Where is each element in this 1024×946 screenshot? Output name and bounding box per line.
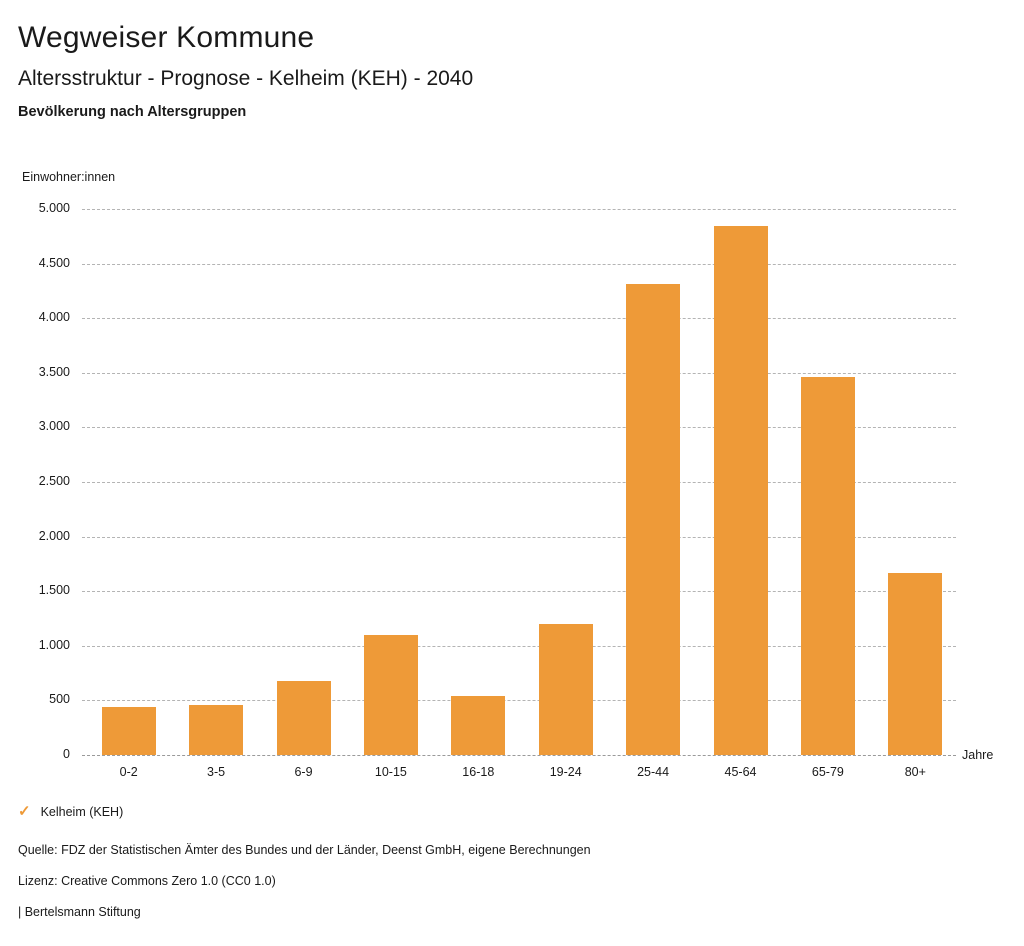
y-axis-tick-label: 1.000 [38, 637, 70, 652]
y-axis-tick-label: 0 [63, 747, 70, 761]
y-axis-tick-label: 5.000 [38, 201, 70, 215]
legend[interactable]: ✓ Kelheim (KEH) [18, 804, 123, 819]
chart-container: Einwohner:innen 0 500 1.000 1.500 2.000 2.500… [0, 165, 1024, 790]
x-axis-tick-label: 45-64 [724, 765, 757, 779]
publisher-text: | Bertelsmann Stiftung [18, 905, 141, 919]
y-axis-tick-label: 1.500 [38, 583, 70, 598]
plot-area [82, 209, 956, 756]
y-axis-tick-label: 500 [49, 692, 70, 707]
gridline [82, 700, 956, 702]
y-axis-tick-label: 3.500 [38, 364, 70, 379]
bar[interactable] [538, 623, 593, 755]
bar[interactable] [101, 706, 156, 755]
bar[interactable] [189, 704, 244, 755]
gridline [82, 263, 956, 265]
check-icon: ✓ [18, 803, 31, 820]
y-axis-tick-label: 4.500 [38, 255, 70, 270]
gridline [82, 591, 956, 593]
x-axis-tick-label: 19-24 [549, 765, 582, 779]
x-axis-title: Jahre [962, 748, 994, 762]
bar[interactable] [713, 226, 768, 755]
x-axis-tick-label: 16-18 [462, 765, 495, 779]
gridline [82, 318, 956, 320]
gridline [82, 372, 956, 374]
x-axis-tick-label: 65-79 [811, 765, 844, 779]
x-axis-tick-labels: 0-2 3-5 6-9 10-15 16-18 19-24 25-44 45-64 65-79 8… [82, 765, 956, 789]
y-axis-tick-label: 2.500 [38, 474, 70, 488]
bar[interactable] [800, 377, 855, 755]
gridline [82, 482, 956, 483]
y-axis-tick-label: 2.000 [38, 528, 70, 543]
gridline [82, 427, 956, 429]
gridline [82, 755, 956, 756]
bar[interactable] [451, 696, 506, 755]
x-axis-tick-label: 80+ [904, 765, 926, 779]
y-axis-tick-label: 3.000 [38, 419, 70, 434]
chart-header: Wegweiser Kommune Altersstruktur - Progn… [18, 0, 473, 122]
x-axis-tick-label: 3-5 [207, 765, 226, 779]
y-axis-tick-labels: 0 500 1.000 1.500 2.000 2.500 3.000 3.500 4.000 4… [0, 201, 70, 761]
bar[interactable] [626, 284, 681, 755]
gridline [82, 645, 956, 647]
gridline [82, 209, 956, 210]
legend-item-label: Kelheim (KEH) [40, 804, 124, 819]
x-axis-tick-label: 0-2 [119, 765, 138, 779]
page-title: Wegweiser Kommune [18, 21, 315, 54]
bar[interactable] [888, 572, 943, 755]
x-axis-tick-label: 6-9 [294, 765, 313, 779]
y-axis-tick-label: 4.000 [38, 310, 70, 325]
y-axis-title: Einwohner:innen [22, 170, 116, 184]
bar[interactable] [276, 680, 331, 755]
x-axis-tick-label: 10-15 [374, 765, 407, 779]
license-text: Lizenz: Creative Commons Zero 1.0 (CC0 1… [18, 874, 276, 888]
gridline [82, 536, 956, 538]
bar[interactable] [363, 635, 418, 755]
chart-subtitle: Altersstruktur - Prognose - Kelheim (KEH… [18, 67, 474, 90]
source-text: Quelle: FDZ der Statistischen Ämter des … [18, 843, 591, 857]
chart-caption: Bevölkerung nach Altersgruppen [18, 104, 247, 120]
chart-footer: Quelle: FDZ der Statistischen Ämter des … [18, 842, 918, 935]
x-axis-tick-label: 25-44 [637, 765, 670, 779]
